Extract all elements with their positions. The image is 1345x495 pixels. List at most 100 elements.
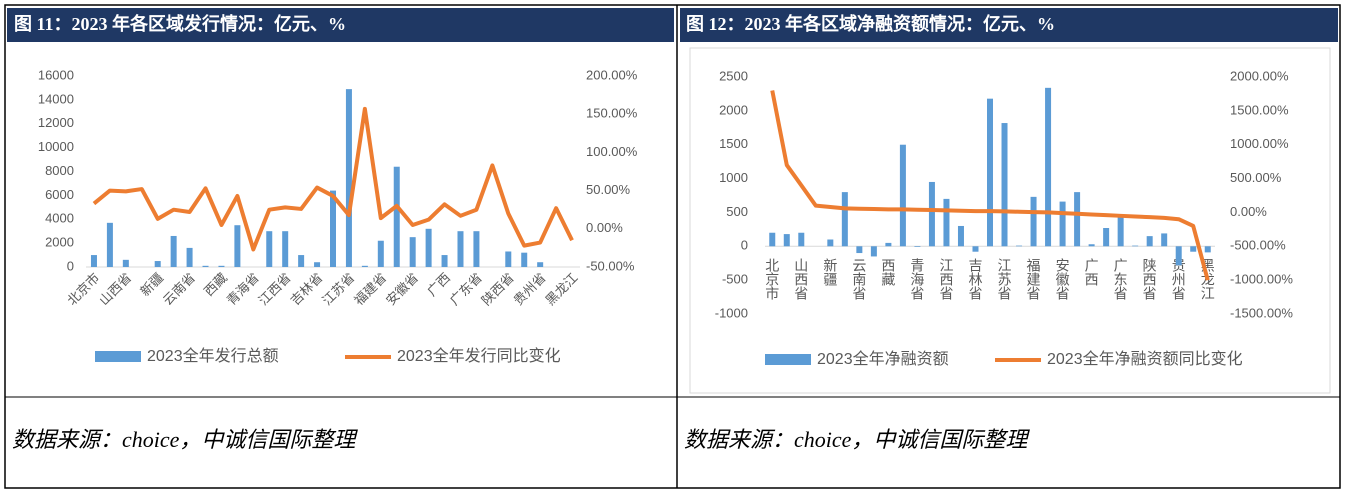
- header-bar: [7, 8, 674, 42]
- bar: [769, 232, 776, 247]
- y2-tick-label: -1500.00%: [1230, 305, 1293, 320]
- bar: [928, 181, 935, 247]
- bar: [957, 225, 964, 247]
- chart-title: 图 12：2023 年各区域净融资额情况：亿元、%: [686, 13, 1055, 34]
- y-tick-label: 4000: [45, 211, 74, 226]
- x-tick-label: 安徽省: [1055, 258, 1071, 300]
- bar: [186, 247, 193, 267]
- x-tick-label: 贵州省: [1171, 258, 1187, 300]
- x-tick-label: 江苏省: [997, 258, 1013, 300]
- y-tick-label: 0: [67, 258, 74, 273]
- bar: [899, 144, 906, 247]
- y2-tick-label: 1500.00%: [1230, 102, 1289, 117]
- bar: [1190, 246, 1197, 252]
- bar: [1117, 217, 1124, 247]
- y2-tick-label: 500.00%: [1230, 170, 1282, 185]
- bar: [122, 259, 129, 267]
- bar: [393, 166, 400, 267]
- bar: [266, 231, 273, 267]
- x-tick-label: 青海省: [224, 270, 262, 308]
- legend-label: 2023全年净融资额同比变化: [1047, 350, 1243, 368]
- bar: [1103, 228, 1110, 247]
- x-tick-label: 吉林省: [287, 270, 325, 308]
- bar: [298, 255, 305, 267]
- bar: [409, 237, 416, 267]
- x-tick-label: 青海省: [909, 258, 925, 300]
- x-tick-label: 云南省: [160, 270, 198, 308]
- bar: [1146, 236, 1153, 247]
- x-tick-label: 江苏省: [319, 270, 357, 308]
- bar: [1074, 192, 1081, 247]
- y2-tick-label: 0.00%: [1230, 204, 1267, 219]
- x-tick-label: 北京市: [764, 258, 780, 300]
- bar: [1132, 245, 1139, 247]
- bar: [377, 240, 384, 267]
- x-tick-label: 广西: [1084, 258, 1100, 286]
- bar: [1161, 233, 1168, 247]
- y2-tick-label: 100.00%: [586, 144, 638, 159]
- bar: [441, 255, 448, 267]
- bar: [345, 89, 352, 267]
- x-tick-label: 安徽省: [383, 270, 421, 308]
- x-tick-label: 云南省: [851, 258, 867, 300]
- y-tick-label: 1500: [719, 136, 748, 151]
- bar: [1204, 246, 1211, 253]
- y-tick-label: -500: [722, 272, 748, 287]
- x-tick-label: 广东省: [1113, 258, 1129, 300]
- y-tick-label: 0: [741, 238, 748, 253]
- bar: [870, 246, 877, 257]
- bar: [783, 234, 790, 247]
- bar: [425, 228, 432, 267]
- bar: [1016, 245, 1023, 247]
- chart-title: 图 11：2023 年各区域发行情况：亿元、%: [14, 13, 346, 34]
- bar: [1001, 123, 1008, 247]
- x-tick-label: 山西省: [96, 270, 134, 308]
- line-series: [92, 106, 574, 252]
- bar: [361, 265, 368, 267]
- bar: [841, 192, 848, 247]
- x-tick-label: 福建省: [351, 270, 389, 308]
- x-tick-label: 北京市: [64, 270, 102, 308]
- bar: [827, 239, 834, 247]
- legend-label: 2023全年发行同比变化: [397, 347, 561, 365]
- bar: [202, 265, 209, 267]
- x-tick-label: 西藏: [880, 258, 896, 286]
- y-tick-label: 14000: [38, 91, 74, 106]
- x-tick-label: 山西省: [793, 258, 809, 300]
- y2-tick-label: 150.00%: [586, 106, 638, 121]
- legend-label: 2023全年净融资额: [817, 350, 949, 368]
- legend-swatch: [95, 351, 141, 362]
- bar: [505, 251, 512, 267]
- header-bar: [680, 8, 1338, 42]
- bar: [1045, 87, 1052, 247]
- y2-tick-label: 2000.00%: [1230, 68, 1289, 83]
- bar: [1175, 246, 1182, 266]
- source: 数据来源：choice，中诚信国际整理: [684, 427, 1030, 452]
- y2-tick-label: 200.00%: [586, 67, 638, 82]
- bar: [1030, 196, 1037, 247]
- x-tick-label: 吉林省: [967, 258, 983, 300]
- bar: [234, 225, 241, 267]
- bar: [972, 246, 979, 252]
- bar: [798, 232, 805, 247]
- chart-frame: [689, 47, 1331, 394]
- y-tick-label: 1000: [719, 170, 748, 185]
- legend-swatch: [765, 354, 811, 365]
- x-tick-label: 江西省: [938, 258, 954, 300]
- y2-tick-label: 0.00%: [586, 220, 623, 235]
- bar: [1059, 201, 1066, 247]
- y-tick-label: 10000: [38, 139, 74, 154]
- y2-tick-label: 50.00%: [586, 182, 631, 197]
- y-tick-label: 6000: [45, 187, 74, 202]
- y2-tick-label: -1000.00%: [1230, 272, 1293, 287]
- x-tick-label: 新疆: [822, 258, 838, 286]
- x-tick-label: 贵州省: [511, 270, 549, 308]
- y2-tick-label: -500.00%: [1230, 238, 1286, 253]
- bar: [987, 98, 993, 247]
- x-tick-label: 陕西省: [479, 270, 517, 308]
- bar: [330, 190, 336, 267]
- bar: [282, 231, 289, 267]
- bar: [90, 255, 97, 267]
- y-tick-label: -1000: [715, 305, 748, 320]
- bar: [457, 231, 464, 267]
